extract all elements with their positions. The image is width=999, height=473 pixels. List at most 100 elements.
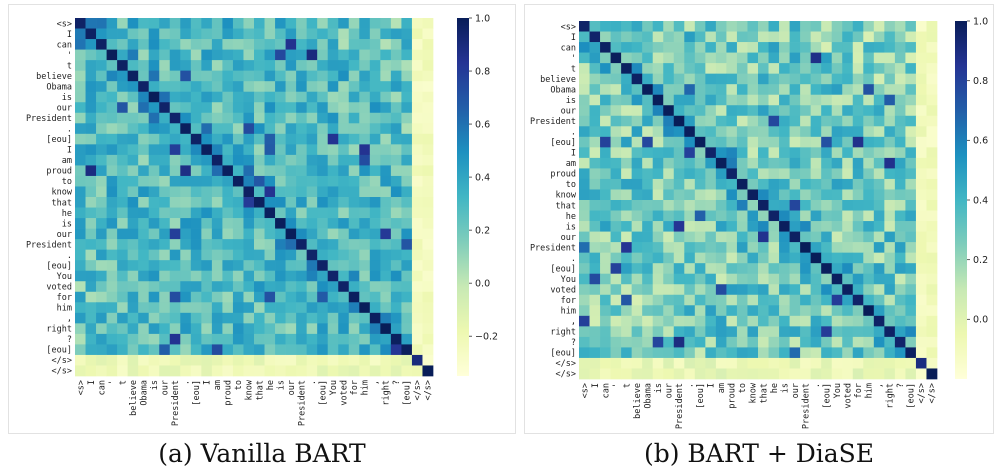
heatmap-cell <box>180 218 192 229</box>
heatmap-cell <box>296 102 307 114</box>
heatmap-cell <box>800 189 811 201</box>
heatmap-cell <box>411 365 423 377</box>
heatmap-cell <box>264 281 276 293</box>
heatmap-cell <box>348 270 360 282</box>
heatmap-cell <box>348 18 360 29</box>
heatmap-cell <box>705 294 717 306</box>
heatmap-cell <box>411 18 423 29</box>
heatmap-cell <box>85 197 97 208</box>
heatmap-cell <box>222 291 234 303</box>
heatmap-cell <box>359 60 371 71</box>
heatmap-cell <box>222 133 234 145</box>
heatmap-cell <box>369 197 381 208</box>
heatmap-cell <box>264 249 276 261</box>
heatmap-cell <box>821 126 833 138</box>
heatmap-cell <box>401 333 413 345</box>
heatmap-cell <box>169 260 181 272</box>
heatmap-cell <box>589 52 601 64</box>
heatmap-cell <box>852 273 864 285</box>
y-tick-label: [eou] <box>550 264 576 274</box>
heatmap-cell <box>380 123 392 135</box>
heatmap-cell <box>747 84 759 96</box>
heatmap-cell <box>800 357 811 369</box>
heatmap-cell <box>401 18 413 29</box>
heatmap-cell <box>369 207 381 219</box>
heatmap-cell <box>369 39 381 50</box>
heatmap-cell <box>211 165 223 177</box>
heatmap-cell <box>148 302 160 314</box>
heatmap-cell <box>264 70 276 82</box>
x-tick-label: . <box>308 380 318 385</box>
heatmap-cell <box>821 31 833 43</box>
heatmap-cell <box>96 39 107 50</box>
heatmap-cell <box>169 175 181 187</box>
heatmap-cell <box>75 70 86 82</box>
heatmap-cell <box>663 347 675 359</box>
heatmap-cell <box>663 200 675 211</box>
y-tick-label: . <box>571 128 576 138</box>
x-tick-label: President <box>297 380 307 426</box>
x-tick-label: ? <box>392 380 402 385</box>
heatmap-cell <box>338 302 350 314</box>
heatmap-cell <box>127 144 139 156</box>
heatmap-cell <box>411 91 423 103</box>
heatmap-cell <box>243 144 255 156</box>
heatmap-cell <box>148 249 160 261</box>
heatmap-cell <box>264 81 276 93</box>
heatmap-cell <box>380 28 392 40</box>
heatmap-cell <box>106 175 118 187</box>
heatmap-cell <box>264 144 276 156</box>
heatmap-cell <box>600 252 611 264</box>
heatmap-cell <box>873 178 885 190</box>
heatmap-cell <box>201 91 213 103</box>
heatmap-cell <box>222 91 234 103</box>
heatmap-cell <box>190 228 202 240</box>
heatmap-cell <box>390 186 402 198</box>
heatmap-cell <box>736 273 748 285</box>
colorbar-tick-label: 1.0 <box>475 13 490 24</box>
heatmap-cell <box>317 249 329 261</box>
heatmap-cell <box>380 81 392 93</box>
heatmap-cell <box>779 252 790 264</box>
heatmap-cell <box>369 354 381 366</box>
heatmap-cell <box>254 249 265 261</box>
heatmap-cell <box>894 357 906 369</box>
heatmap-cell <box>873 115 885 127</box>
heatmap-cell <box>422 344 434 356</box>
heatmap-cell <box>222 49 234 61</box>
heatmap-cell <box>905 210 917 222</box>
heatmap-cell <box>85 291 97 303</box>
heatmap-cell <box>884 210 896 222</box>
heatmap-cell <box>884 73 896 85</box>
heatmap-cell <box>117 365 128 377</box>
heatmap-cell <box>631 336 643 348</box>
heatmap-cell <box>768 200 780 211</box>
heatmap-cell <box>810 178 822 190</box>
heatmap-cell <box>264 186 276 198</box>
heatmap-cell <box>863 94 875 106</box>
heatmap-cell <box>285 18 297 29</box>
heatmap-cell <box>758 336 769 348</box>
heatmap-cell <box>190 112 202 124</box>
heatmap-cell <box>673 315 685 327</box>
heatmap-cell <box>96 365 107 377</box>
heatmap-cell <box>694 189 706 201</box>
heatmap-cell <box>243 165 255 177</box>
heatmap-cell <box>821 94 833 106</box>
heatmap-cell <box>768 326 780 338</box>
heatmap-cell <box>884 284 896 296</box>
y-tick-label: right <box>550 328 576 338</box>
heatmap-cell <box>327 133 339 145</box>
heatmap-cell <box>873 326 885 338</box>
heatmap-cell <box>338 207 350 219</box>
heatmap-cell <box>842 200 854 211</box>
heatmap-cell <box>401 133 413 145</box>
heatmap-cell <box>85 39 97 50</box>
heatmap-cell <box>758 284 769 296</box>
heatmap-cell <box>642 263 654 275</box>
heatmap-cell <box>85 270 97 282</box>
heatmap-cell <box>169 49 181 61</box>
heatmap-cell <box>96 60 107 71</box>
heatmap-cell <box>631 305 643 317</box>
heatmap-cell <box>842 347 854 359</box>
